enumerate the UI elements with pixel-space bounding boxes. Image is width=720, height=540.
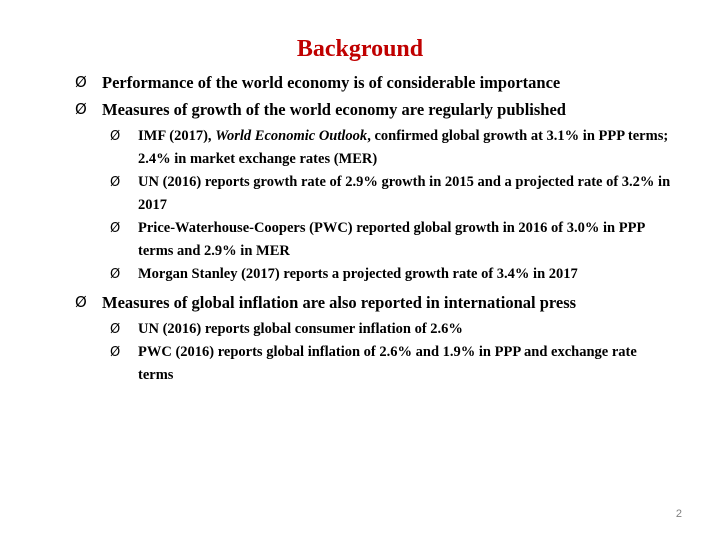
sub-bullet-text: PWC (2016) reports global inflation of 2…	[138, 344, 637, 383]
arrow-bullet-icon: Ø	[110, 129, 121, 144]
arrow-bullet-icon: Ø	[110, 345, 121, 360]
page-number: 2	[675, 508, 682, 520]
sub-bullet-text-prefix: IMF (2017),	[138, 128, 216, 144]
arrow-bullet-icon: Ø	[75, 73, 87, 91]
slide-title: Background	[296, 36, 424, 62]
bullet-text: Performance of the world economy is of c…	[102, 73, 561, 92]
sub-bullet-item-un-growth: Ø UN (2016) reports growth rate of 2.9% …	[75, 171, 675, 217]
arrow-bullet-icon: Ø	[110, 322, 121, 337]
sub-bullet-item-morgan-stanley: Ø Morgan Stanley (2017) reports a projec…	[75, 263, 675, 286]
arrow-bullet-icon: Ø	[75, 100, 87, 118]
sub-bullet-text: Price-Waterhouse-Coopers (PWC) reported …	[138, 220, 645, 259]
bullet-item-inflation-measures: Ø Measures of global inflation are also …	[75, 292, 675, 313]
arrow-bullet-icon: Ø	[75, 293, 87, 311]
sub-bullet-text: UN (2016) reports growth rate of 2.9% gr…	[138, 174, 671, 213]
sub-bullet-text: Morgan Stanley (2017) reports a projecte…	[138, 266, 578, 282]
bullet-text: Measures of growth of the world economy …	[102, 100, 566, 119]
arrow-bullet-icon: Ø	[110, 221, 121, 236]
sub-bullet-item-pwc-inflation: Ø PWC (2016) reports global inflation of…	[75, 341, 675, 387]
sub-bullet-text: UN (2016) reports global consumer inflat…	[138, 321, 463, 337]
bullet-text: Measures of global inflation are also re…	[102, 293, 577, 312]
arrow-bullet-icon: Ø	[110, 175, 121, 190]
bullet-item-economy-performance: Ø Performance of the world economy is of…	[75, 72, 675, 93]
sub-bullet-text-suffix: , confirmed global growth at 3.1% in PPP…	[138, 128, 669, 167]
publication-title: World Economic Outlook	[215, 128, 368, 144]
sub-bullet-item-imf: Ø IMF (2017), World Economic Outlook, co…	[75, 125, 675, 171]
bullet-item-growth-measures: Ø Measures of growth of the world econom…	[75, 99, 675, 120]
sub-bullet-item-pwc-growth: Ø Price-Waterhouse-Coopers (PWC) reporte…	[75, 217, 675, 263]
sub-bullet-item-un-inflation: Ø UN (2016) reports global consumer infl…	[75, 318, 675, 341]
arrow-bullet-icon: Ø	[110, 267, 121, 282]
bullet-list: Ø Performance of the world economy is of…	[75, 72, 675, 387]
